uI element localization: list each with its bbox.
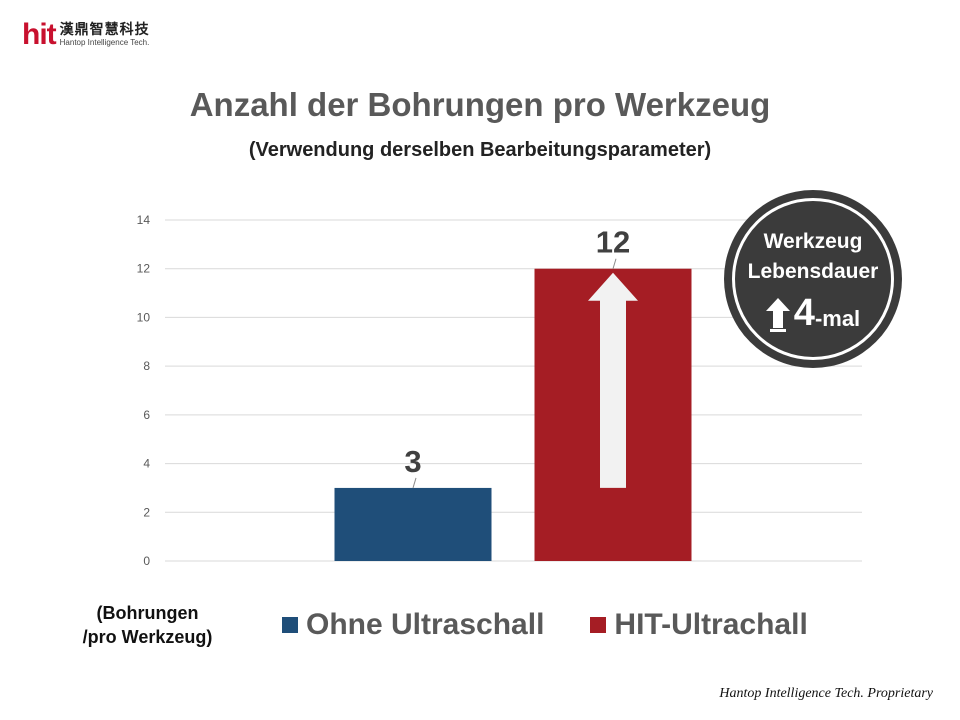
y-tick-label-2: 2	[143, 505, 150, 519]
logo-chinese-name: 漢鼎智慧科技	[59, 22, 150, 38]
badge-suffix: -mal	[814, 306, 861, 331]
arrow-up-icon	[765, 298, 790, 332]
data-label-leader-ohne-ultraschall	[412, 477, 417, 489]
company-logo: hit 漢鼎智慧科技 Hantop Intelligence Tech.	[22, 18, 150, 52]
y-tick-label-0: 0	[143, 554, 150, 568]
legend-swatch-hit-ultrachall	[590, 617, 607, 633]
y-tick-label-12: 12	[137, 262, 151, 276]
bar-ohne-ultraschall	[334, 487, 492, 561]
lifetime-badge: Werkzeug Lebensdauer 4 -mal	[724, 190, 902, 368]
logo-english-name: Hantop Intelligence Tech.	[59, 38, 150, 47]
data-label-ohne-ultraschall: 3	[404, 444, 421, 479]
y-tick-label-4: 4	[143, 457, 150, 471]
badge-line-1: Werkzeug	[763, 230, 863, 253]
badge-ring	[732, 198, 894, 360]
footer-proprietary: Hantop Intelligence Tech. Proprietary	[719, 686, 933, 701]
chart-subtitle: (Verwendung derselben Bearbeitungsparame…	[248, 139, 712, 161]
y-tick-label-10: 10	[137, 310, 151, 324]
data-label-leader-hit-ultrachall	[612, 258, 617, 269]
y-tick-label-8: 8	[143, 359, 150, 373]
y-tick-label-14: 14	[137, 213, 151, 227]
y-axis-label-line-2: /pro Werkzeug)	[82, 627, 213, 647]
data-label-hit-ultrachall: 12	[596, 225, 630, 260]
y-axis-label: (Bohrungen /pro Werkzeug)	[60, 601, 235, 649]
logo-text: 漢鼎智慧科技 Hantop Intelligence Tech.	[60, 23, 150, 47]
y-axis-label-line-1: (Bohrungen	[96, 603, 199, 623]
chart-title: Anzahl der Bohrungen pro Werkzeug	[189, 86, 771, 123]
y-tick-label-6: 6	[143, 408, 150, 422]
improvement-arrow	[588, 272, 638, 488]
legend-swatch-ohne-ultraschall	[282, 617, 298, 633]
legend-label-hit-ultrachall: HIT-Ultrachall	[614, 608, 808, 641]
badge-multiplier: 4	[793, 292, 815, 334]
legend-item-ohne-ultraschall: Ohne Ultraschall	[282, 608, 544, 642]
legend-label-ohne-ultraschall: Ohne Ultraschall	[306, 608, 545, 641]
logo-mark: hit	[22, 18, 57, 51]
badge-line-3: 4 -mal	[724, 294, 902, 332]
chart-legend: Ohne Ultraschall HIT-Ultrachall	[282, 608, 854, 642]
legend-item-hit-ultrachall: HIT-Ultrachall	[590, 608, 808, 642]
badge-line-2: Lebensdauer	[747, 260, 879, 283]
